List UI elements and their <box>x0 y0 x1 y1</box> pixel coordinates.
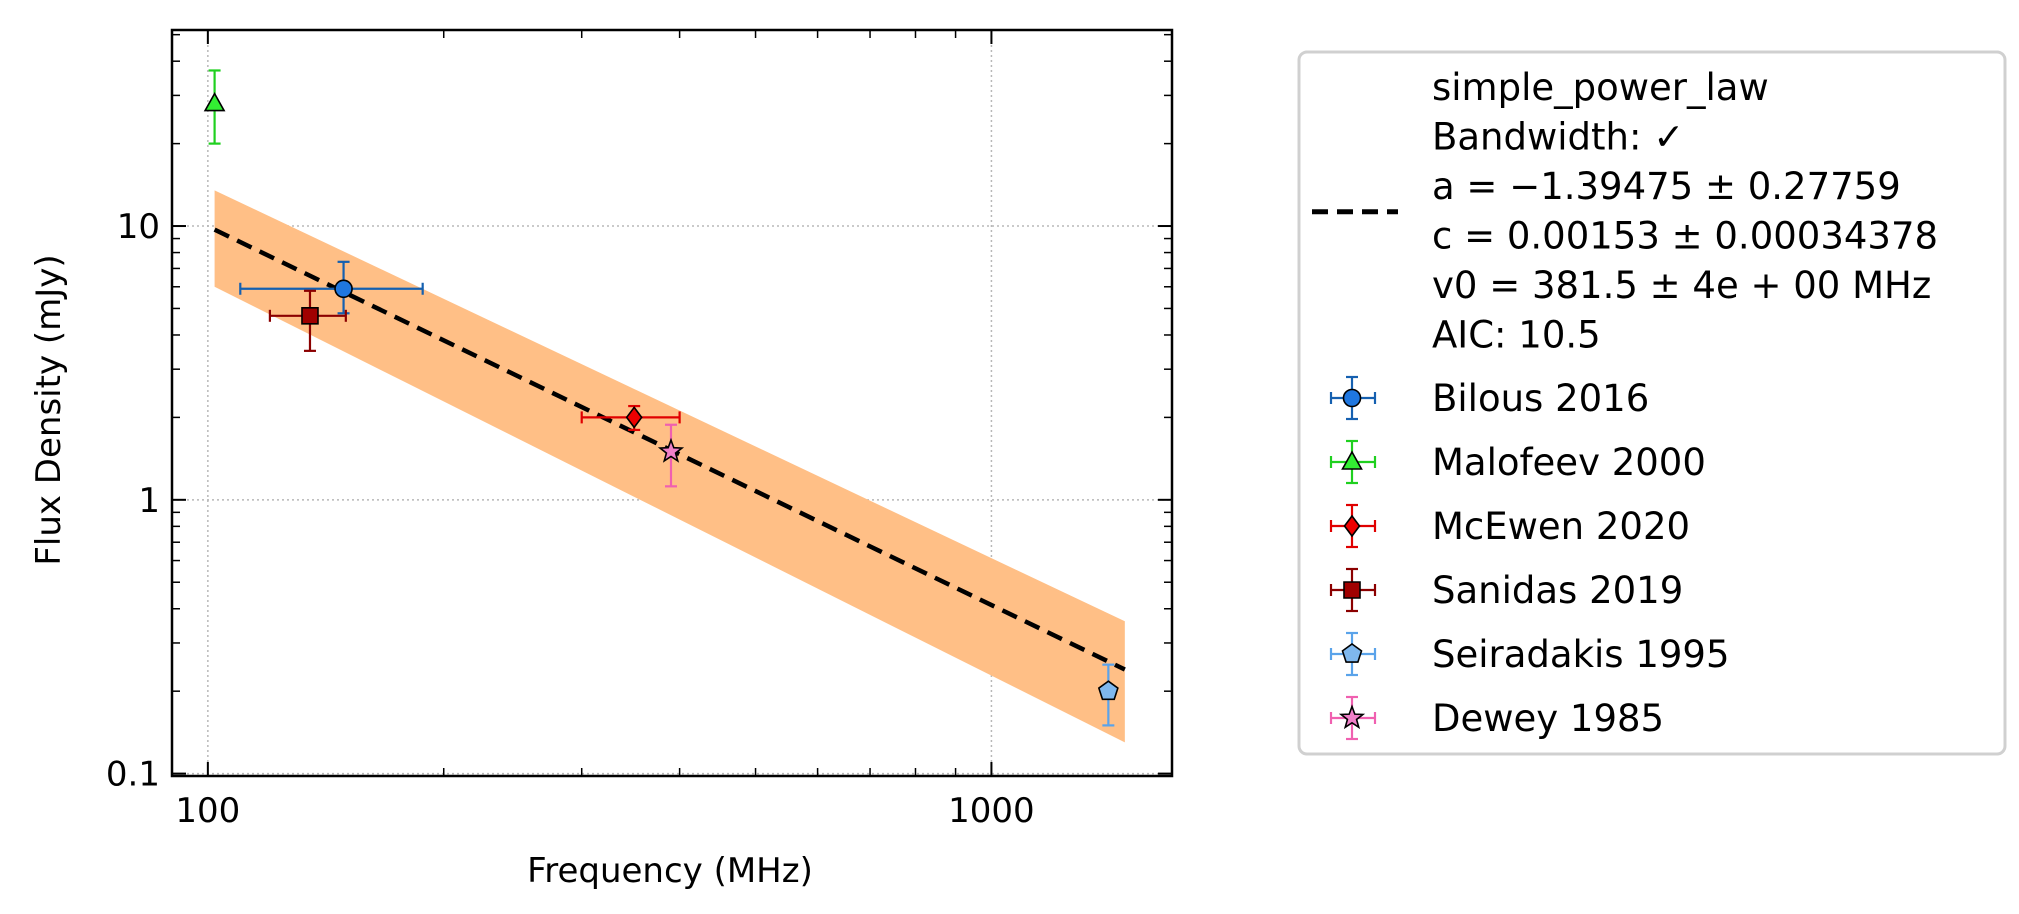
y-tick-label: 10 <box>117 207 160 247</box>
legend-marker-pentagon <box>1341 643 1363 663</box>
legend-frame <box>1297 50 2007 756</box>
y-tick-label: 0.1 <box>106 755 160 795</box>
legend-marker-star <box>1338 704 1366 730</box>
legend-marker-circle <box>1342 388 1362 408</box>
legend: simple_power_law Bandwidth: ✓ a = −1.39475… <box>1297 50 2007 756</box>
legend-fit-label-line: AIC: 10.5 <box>1432 314 1601 357</box>
plot-area: 100 1000 0.1 1 10 <box>106 28 1174 831</box>
data-point-circle <box>334 279 353 299</box>
legend-series-label: McEwen 2020 <box>1432 505 1690 548</box>
x-tick-label: 100 <box>175 791 240 831</box>
data-point-square <box>301 307 319 325</box>
legend-fit-label-line: a = −1.39475 ± 0.27759 <box>1432 165 1901 208</box>
axes-frame <box>170 28 1174 778</box>
data-point-pentagon <box>1097 680 1119 701</box>
data-point-star <box>657 437 685 463</box>
legend-fit-label-line: simple_power_law <box>1432 66 1769 109</box>
legend-series-label: Bilous 2016 <box>1432 377 1649 420</box>
legend-marker-diamond <box>1343 514 1361 538</box>
data-point-triangle <box>203 91 226 112</box>
legend-fit-label-line: c = 0.00153 ± 0.00034378 <box>1432 215 1938 258</box>
legend-series-label: Seiradakis 1995 <box>1432 633 1729 676</box>
legend-series-label: Dewey 1985 <box>1432 697 1664 740</box>
fit-confidence-band <box>214 190 1125 743</box>
y-tick-label: 1 <box>138 481 160 521</box>
legend-marker-square <box>1343 581 1361 599</box>
legend-fit-label-line: v0 = 381.5 ± 4e + 00 MHz <box>1432 264 1931 307</box>
legend-marker-triangle <box>1341 450 1363 470</box>
data-point-diamond <box>625 406 643 429</box>
x-axis-title: Frequency (MHz) <box>527 851 813 891</box>
legend-fit-label-line: Bandwidth: ✓ <box>1432 116 1684 159</box>
legend-series-label: Sanidas 2019 <box>1432 569 1683 612</box>
x-tick-label: 1000 <box>948 791 1035 831</box>
legend-series-label: Malofeev 2000 <box>1432 441 1706 484</box>
y-axis-title: Flux Density (mJy) <box>29 254 69 565</box>
